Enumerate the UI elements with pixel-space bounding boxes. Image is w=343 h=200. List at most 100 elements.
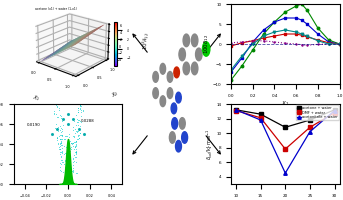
Point — [64, 156, 69, 160]
Point — [67, 133, 72, 136]
Point — [59, 143, 65, 147]
Point — [74, 137, 79, 140]
Point — [78, 114, 83, 118]
Point — [59, 160, 64, 163]
Point — [53, 103, 59, 106]
Point — [70, 164, 76, 167]
Point — [57, 150, 63, 154]
Point — [73, 149, 79, 152]
Point — [60, 123, 65, 127]
Point — [55, 127, 60, 131]
Point — [62, 152, 67, 155]
Point — [67, 149, 72, 152]
Point — [73, 143, 79, 147]
Point — [57, 137, 62, 141]
Point — [71, 170, 76, 173]
Point — [70, 142, 76, 145]
Point — [57, 148, 62, 151]
X-axis label: sign($\lambda_2$)$\rho$ (a.u.): sign($\lambda_2$)$\rho$ (a.u.) — [52, 199, 84, 200]
Point — [74, 129, 80, 132]
Circle shape — [167, 88, 173, 98]
Circle shape — [176, 140, 181, 152]
Point — [74, 131, 80, 134]
Point — [57, 124, 63, 127]
Point — [79, 105, 84, 108]
Point — [67, 141, 72, 144]
Point — [59, 158, 65, 161]
Point — [70, 161, 76, 164]
Point — [68, 140, 73, 143]
Point — [59, 127, 64, 130]
Point — [52, 112, 57, 115]
Point — [76, 127, 82, 131]
Circle shape — [183, 34, 190, 47]
Text: 0.0288: 0.0288 — [81, 119, 95, 123]
Point — [78, 103, 83, 107]
Y-axis label: $X_2$: $X_2$ — [109, 89, 120, 100]
Circle shape — [160, 63, 166, 74]
Point — [65, 144, 70, 148]
Point — [76, 128, 81, 132]
Point — [63, 156, 68, 160]
Circle shape — [160, 96, 166, 107]
Point — [58, 126, 64, 129]
Point — [59, 151, 65, 154]
Circle shape — [202, 42, 210, 56]
Circle shape — [182, 132, 188, 143]
Point — [54, 127, 59, 130]
Point — [53, 113, 59, 116]
Point — [55, 136, 60, 140]
Point — [71, 148, 76, 151]
Y-axis label: $100\delta_{12}$: $100\delta_{12}$ — [202, 34, 211, 54]
Point — [78, 103, 83, 107]
Point — [58, 162, 63, 165]
Point — [68, 142, 74, 145]
Point — [59, 149, 64, 152]
Line: acetonitrile + water: acetonitrile + water — [234, 108, 336, 175]
Point — [70, 167, 76, 170]
Point — [54, 106, 60, 109]
Point — [72, 127, 78, 131]
Point — [68, 146, 73, 149]
Y-axis label: $\delta_{sol}$/kJ$\cdot$mol$^{-1}$: $\delta_{sol}$/kJ$\cdot$mol$^{-1}$ — [204, 128, 215, 160]
Point — [61, 162, 67, 165]
Point — [69, 142, 74, 145]
Point — [75, 121, 81, 124]
Point — [59, 133, 64, 136]
Point — [74, 172, 79, 175]
Point — [77, 124, 83, 127]
Point — [67, 136, 72, 139]
Point — [73, 151, 78, 154]
Point — [72, 146, 78, 149]
Point — [57, 148, 63, 151]
Point — [62, 138, 68, 141]
Point — [57, 146, 62, 149]
Point — [65, 112, 71, 116]
Point — [73, 144, 79, 147]
Point — [58, 142, 64, 145]
Point — [55, 139, 60, 142]
Point — [76, 137, 81, 140]
Point — [76, 136, 81, 139]
acetone + water — [234, 109, 238, 111]
Circle shape — [179, 118, 185, 129]
Point — [55, 125, 61, 128]
Point — [76, 119, 81, 122]
Point — [73, 124, 78, 127]
Point — [51, 109, 57, 112]
Point — [66, 157, 71, 161]
acetonitrile + water — [283, 172, 287, 174]
Point — [65, 122, 71, 126]
Point — [59, 147, 64, 150]
Point — [58, 155, 64, 158]
Point — [66, 160, 72, 163]
Point — [68, 145, 73, 148]
Point — [62, 166, 68, 169]
Point — [63, 151, 69, 154]
Point — [75, 107, 81, 110]
Point — [67, 150, 72, 154]
Point — [51, 111, 57, 114]
Point — [73, 150, 79, 153]
Point — [71, 160, 77, 163]
Point — [71, 141, 77, 144]
